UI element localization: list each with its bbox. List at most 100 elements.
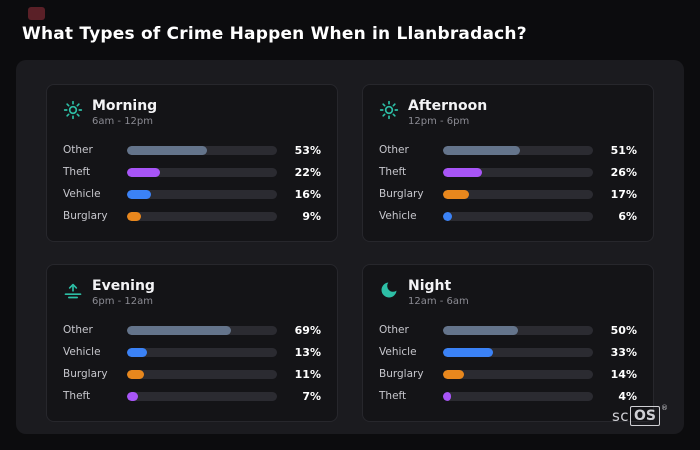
bar-track	[127, 189, 277, 199]
bar-row-theft: Theft 4%	[379, 385, 637, 407]
bar-fill	[127, 391, 138, 401]
bar-value: 4%	[618, 389, 637, 403]
cards-grid: Morning 6am - 12pm Other 53% Theft 22% Vehic…	[46, 84, 654, 423]
bar-fill	[127, 145, 207, 155]
card-rows: Other 50% Vehicle 33% Burglary 14% Theft 4%	[379, 319, 637, 407]
logo-registered-mark: ®	[661, 404, 668, 412]
bar-fill	[443, 325, 518, 335]
card-afternoon: Afternoon 12pm - 6pm Other 51% Theft 26% Bur…	[362, 84, 654, 243]
card-heading: Morning 6am - 12pm	[92, 98, 157, 127]
bar-value: 51%	[610, 143, 637, 157]
bar-fill	[443, 145, 520, 155]
bar-row-burglary: Burglary 17%	[379, 183, 637, 205]
bar-label: Other	[379, 324, 409, 337]
bar-value: 9%	[302, 209, 321, 223]
bar-label: Theft	[63, 390, 91, 403]
bar-fill	[443, 189, 469, 199]
bar-value: 69%	[294, 323, 321, 337]
bar-value: 17%	[610, 187, 637, 201]
bar-fill	[127, 325, 231, 335]
bar-value: 7%	[302, 389, 321, 403]
card-subtitle: 12am - 6am	[408, 296, 469, 308]
bar-label: Other	[379, 144, 409, 157]
card-title: Afternoon	[408, 98, 488, 114]
bar-label: Theft	[63, 166, 91, 179]
bar-value: 6%	[618, 209, 637, 223]
bar-value: 11%	[294, 367, 321, 381]
bar-row-burglary: Burglary 14%	[379, 363, 637, 385]
card-rows: Other 69% Vehicle 13% Burglary 11% Theft 7%	[63, 319, 321, 407]
card-subtitle: 6pm - 12am	[92, 296, 154, 308]
bar-label: Burglary	[379, 368, 424, 381]
bar-fill	[127, 189, 151, 199]
bar-row-theft: Theft 7%	[63, 385, 321, 407]
bar-fill	[443, 211, 452, 221]
bar-label: Burglary	[379, 188, 424, 201]
bar-fill	[443, 391, 451, 401]
bar-value: 50%	[610, 323, 637, 337]
sun-icon	[63, 100, 83, 120]
card-header: Night 12am - 6am	[379, 278, 637, 307]
bar-row-vehicle: Vehicle 16%	[63, 183, 321, 205]
bar-row-vehicle: Vehicle 6%	[379, 205, 637, 227]
bar-fill	[127, 369, 144, 379]
bar-row-other: Other 69%	[63, 319, 321, 341]
bar-track	[443, 211, 593, 221]
bar-label: Other	[63, 324, 93, 337]
card-header: Evening 6pm - 12am	[63, 278, 321, 307]
bar-label: Vehicle	[379, 346, 417, 359]
bar-track	[127, 347, 277, 357]
card-evening: Evening 6pm - 12am Other 69% Vehicle 13% Bur…	[46, 264, 338, 423]
sunset-icon	[63, 280, 83, 300]
card-rows: Other 51% Theft 26% Burglary 17% Vehicle 6%	[379, 139, 637, 227]
bar-fill	[443, 167, 482, 177]
bar-track	[127, 325, 277, 335]
bar-track	[127, 167, 277, 177]
card-title: Evening	[92, 278, 155, 295]
card-heading: Night 12am - 6am	[408, 278, 469, 307]
bar-fill	[127, 347, 147, 357]
bar-label: Burglary	[63, 368, 108, 381]
card-night: Night 12am - 6am Other 50% Vehicle 33% Burgl…	[362, 264, 654, 423]
bar-track	[443, 189, 593, 199]
bar-label: Other	[63, 144, 93, 157]
bar-label: Vehicle	[63, 188, 101, 201]
scos-logo: sc OS ®	[611, 404, 668, 426]
card-heading: Evening 6pm - 12am	[92, 278, 155, 307]
bar-label: Vehicle	[63, 346, 101, 359]
bar-row-burglary: Burglary 9%	[63, 205, 321, 227]
moon-icon	[379, 280, 399, 300]
bar-row-other: Other 53%	[63, 139, 321, 161]
bar-track	[127, 145, 277, 155]
bar-row-theft: Theft 26%	[379, 161, 637, 183]
stats-panel: Morning 6am - 12pm Other 53% Theft 22% Vehic…	[16, 60, 684, 434]
bar-label: Theft	[379, 390, 407, 403]
bar-value: 53%	[294, 143, 321, 157]
bar-track	[127, 211, 277, 221]
bar-track	[443, 347, 593, 357]
card-morning: Morning 6am - 12pm Other 53% Theft 22% Vehic…	[46, 84, 338, 243]
logo-prefix: sc	[611, 407, 630, 425]
card-header: Afternoon 12pm - 6pm	[379, 98, 637, 127]
bar-label: Vehicle	[379, 210, 417, 223]
bar-value: 22%	[294, 165, 321, 179]
card-title: Night	[408, 278, 452, 295]
bar-value: 16%	[294, 187, 321, 201]
card-heading: Afternoon 12pm - 6pm	[408, 98, 487, 127]
card-subtitle: 6am - 12pm	[92, 116, 154, 128]
bar-value: 14%	[610, 367, 637, 381]
sun-icon	[379, 100, 399, 120]
bar-track	[443, 391, 593, 401]
bar-value: 33%	[610, 345, 637, 359]
bar-value: 13%	[294, 345, 321, 359]
card-subtitle: 12pm - 6pm	[408, 116, 470, 128]
bar-track	[443, 325, 593, 335]
card-rows: Other 53% Theft 22% Vehicle 16% Burglary 9%	[63, 139, 321, 227]
bar-row-other: Other 51%	[379, 139, 637, 161]
bar-fill	[127, 167, 160, 177]
bar-track	[127, 391, 277, 401]
bar-row-theft: Theft 22%	[63, 161, 321, 183]
bar-fill	[443, 347, 493, 357]
bar-value: 26%	[610, 165, 637, 179]
card-title: Morning	[92, 98, 158, 114]
